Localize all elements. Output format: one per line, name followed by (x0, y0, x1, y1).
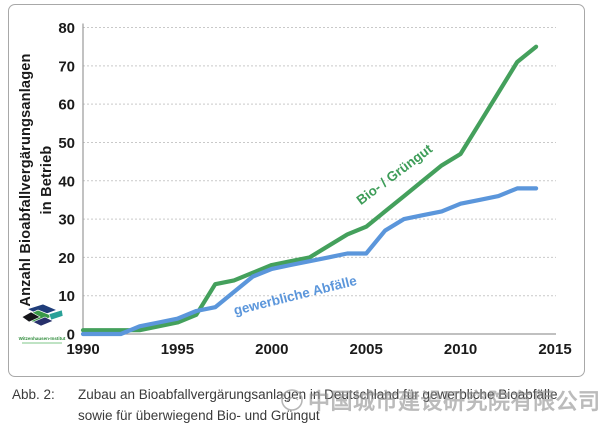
y-axis-title-line2: in Betrieb (39, 145, 55, 215)
y-tick-label-70: 70 (58, 58, 75, 75)
y-tick-label-80: 80 (58, 20, 75, 37)
y-tick-label-60: 60 (58, 97, 75, 114)
x-tick-label-2000: 2000 (255, 341, 288, 358)
series-line-1 (80, 186, 539, 337)
series-line-0 (80, 44, 539, 333)
y-tick-label-30: 30 (58, 212, 75, 229)
y-axis-title-line1: Anzahl Bioabfallvergärungsanlagen (18, 53, 34, 307)
logo-label: Witzenhausen-Institut (18, 336, 66, 341)
diamond-logo-icon (21, 303, 64, 327)
logo-tagline-rule (22, 342, 62, 344)
y-tick-label-40: 40 (58, 173, 75, 190)
line-chart: 0 10 20 30 40 50 60 70 80 1990 1995 2000 2005 2010 201… (58, 20, 571, 358)
y-tick-label-50: 50 (58, 135, 75, 152)
x-tick-label-2015: 2015 (538, 341, 571, 358)
y-tick-label-0: 0 (67, 327, 75, 344)
caption-line2: sowie für überwiegend Bio- und Grüngut (78, 408, 320, 423)
figure-caption: Abb. 2: Zubau an Bioabfallvergärungsanla… (12, 384, 590, 425)
x-tick-label-2005: 2005 (350, 341, 383, 358)
y-tick-label-10: 10 (58, 288, 75, 305)
witzenhausen-logo: Witzenhausen-Institut (16, 303, 68, 344)
y-tick-label-20: 20 (58, 250, 75, 267)
x-tick-label-1995: 1995 (161, 341, 194, 358)
caption-line1: Zubau an Bioabfallvergärungsanlagen in D… (78, 387, 558, 402)
x-tick-label-2010: 2010 (444, 341, 477, 358)
caption-number: Abb. 2: (12, 387, 55, 402)
x-tick-label-1990: 1990 (66, 341, 99, 358)
y-axis-title: Anzahl Bioabfallvergärungsanlagen in Bet… (16, 24, 60, 336)
